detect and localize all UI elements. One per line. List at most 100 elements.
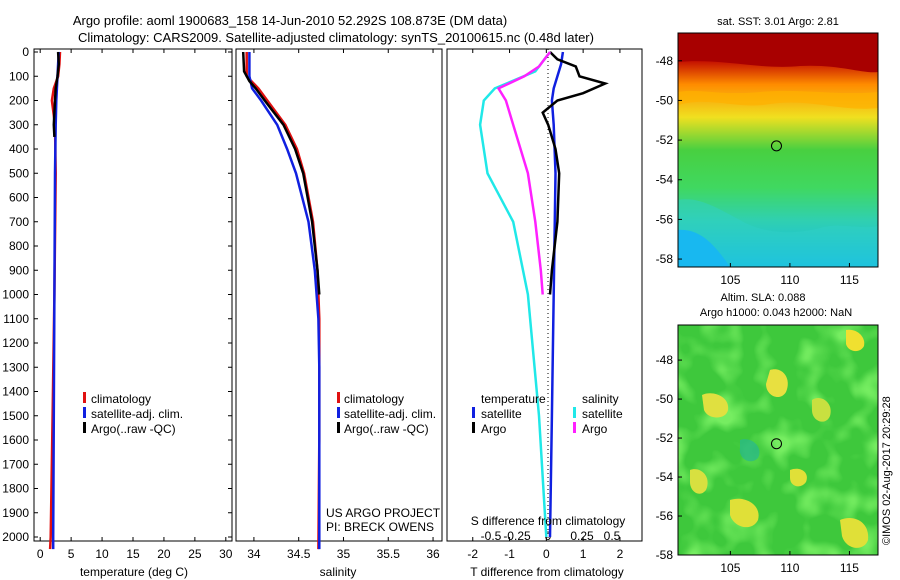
depth-tick-label: 1600 bbox=[2, 433, 29, 447]
lat-tick-label: -54 bbox=[656, 173, 674, 187]
legend-label-climatology: climatology bbox=[344, 392, 404, 406]
x-tick-label: 2 bbox=[617, 547, 624, 561]
depth-tick-label: 0 bbox=[22, 45, 29, 59]
lon-tick-label: 115 bbox=[840, 561, 859, 575]
salinity-axes-frame bbox=[235, 48, 443, 542]
lat-tick-label: -58 bbox=[656, 548, 674, 562]
legend-label-satellite: satellite-adj. clim. bbox=[344, 407, 436, 421]
lat-tick-label: -56 bbox=[656, 212, 674, 226]
sla-high-blob bbox=[840, 518, 869, 548]
legend-swatch-argo bbox=[337, 422, 340, 433]
legend-swatch-s-satellite bbox=[573, 407, 576, 418]
series-line-argo-raw-qc- bbox=[52, 51, 61, 137]
sst-map-frame bbox=[677, 32, 879, 268]
lat-tick-label: -48 bbox=[656, 353, 674, 367]
lat-tick-label: -52 bbox=[656, 133, 674, 147]
difference-legend: temperature salinity satellite Argo sate… bbox=[472, 392, 623, 436]
sla-texture bbox=[678, 325, 878, 555]
depth-tick-label: 1300 bbox=[2, 360, 29, 374]
legend-swatch-satellite bbox=[83, 407, 86, 418]
legend-header-temperature: temperature bbox=[481, 392, 546, 406]
sla-high-blob bbox=[790, 468, 807, 487]
depth-tick-label: 500 bbox=[9, 166, 29, 180]
depth-tick-label: 100 bbox=[9, 69, 29, 83]
legend-label-t-satellite: satellite bbox=[481, 407, 522, 421]
s-difference-tick-label: 0.5 bbox=[604, 529, 621, 543]
series-line-satellite bbox=[548, 51, 565, 538]
figure-title-line1: Argo profile: aoml 1900683_158 14-Jun-20… bbox=[73, 13, 507, 28]
s-difference-tick-label: -0.25 bbox=[503, 529, 531, 543]
x-tick-label: 0 bbox=[37, 547, 44, 561]
depth-tick-label: 800 bbox=[9, 239, 29, 253]
depth-tick-label: 300 bbox=[9, 118, 29, 132]
sst-map-panel: sat. SST: 3.01 Argo: 2.81 105 110 115 -48 -5… bbox=[656, 16, 879, 287]
sst-warm-region bbox=[678, 33, 878, 73]
argo-position-marker bbox=[770, 140, 782, 152]
sst-map-ticks: 105 110 115 -48 -50 -52 -54 -56 -58 bbox=[656, 54, 860, 287]
s-difference-tick-label: 0.25 bbox=[570, 529, 594, 543]
x-tick-label: 5 bbox=[68, 547, 75, 561]
depth-tick-label: 1100 bbox=[3, 312, 29, 326]
temperature-legend: climatology satellite-adj. clim. Argo(..… bbox=[83, 392, 183, 436]
legend-label-s-argo: Argo bbox=[582, 422, 608, 436]
salinity-x-ticks: 34 34.5 35 35.5 36 bbox=[247, 49, 440, 561]
project-annotation-line2: PI: BRECK OWENS bbox=[326, 520, 434, 534]
depth-tick-label: 1900 bbox=[2, 506, 29, 520]
s-difference-tick-label: 0 bbox=[545, 529, 552, 543]
legend-swatch-argo bbox=[83, 422, 86, 433]
depth-tick-label: 1200 bbox=[2, 336, 29, 350]
project-annotation-line1: US ARGO PROJECT bbox=[326, 506, 441, 520]
depth-tick-label: 200 bbox=[9, 94, 29, 108]
sst-cool-region bbox=[678, 199, 878, 267]
sla-map-frame bbox=[677, 324, 879, 556]
temperature-x-ticks: 0 5 10 15 20 25 30 bbox=[37, 49, 233, 561]
sla-map-title2: Argo h1000: 0.043 h2000: NaN bbox=[700, 307, 852, 319]
t-difference-xlabel: T difference from climatology bbox=[470, 565, 624, 579]
depth-tick-label: 400 bbox=[9, 142, 29, 156]
salinity-panel: 34 34.5 35 35.5 36 climatology satellite-adj… bbox=[235, 48, 443, 579]
lat-tick-label: -54 bbox=[656, 470, 674, 484]
series-line-argo bbox=[496, 51, 551, 295]
sla-map-panel: Altim. SLA: 0.088 Argo h1000: 0.043 h200… bbox=[656, 292, 879, 575]
lon-tick-label: 105 bbox=[720, 273, 740, 287]
sla-map-ticks: 105 110 115 -48 -50 -52 -54 -56 -58 bbox=[656, 353, 860, 575]
legend-swatch-climatology bbox=[337, 392, 340, 403]
depth-tick-label: 900 bbox=[9, 263, 29, 277]
figure-title-line2: Climatology: CARS2009. Satellite-adjuste… bbox=[78, 30, 594, 45]
x-tick-label: 0 bbox=[543, 547, 550, 561]
s-difference-x-ticks: -0.5 -0.25 0 0.25 0.5 bbox=[481, 529, 621, 543]
series-line-argo bbox=[541, 51, 609, 295]
lon-tick-label: 110 bbox=[780, 273, 799, 287]
depth-tick-label: 1800 bbox=[2, 482, 29, 496]
depth-tick-label: 1000 bbox=[2, 288, 29, 302]
difference-x-ticks: -2 -1 0 1 2 bbox=[467, 49, 624, 561]
sla-low-blob bbox=[739, 439, 760, 462]
sla-high-blob bbox=[812, 397, 831, 422]
sla-high-blob bbox=[846, 329, 865, 352]
sla-map-title1: Altim. SLA: 0.088 bbox=[721, 292, 806, 304]
s-difference-tick-label: -0.5 bbox=[481, 529, 502, 543]
lat-tick-label: -52 bbox=[656, 431, 674, 445]
sst-cold-corner bbox=[678, 229, 730, 267]
depth-tick-label: 1400 bbox=[2, 385, 29, 399]
x-tick-label: 15 bbox=[126, 547, 140, 561]
s-difference-xlabel: S difference from climatology bbox=[471, 514, 626, 528]
legend-label-argo: Argo(..raw -QC) bbox=[91, 422, 176, 436]
lat-tick-label: -48 bbox=[656, 54, 674, 68]
temperature-series bbox=[48, 51, 62, 550]
lat-tick-label: -56 bbox=[656, 509, 674, 523]
sla-high-blob bbox=[690, 469, 708, 494]
x-tick-label: 34.5 bbox=[287, 547, 311, 561]
x-tick-label: 30 bbox=[219, 547, 233, 561]
x-tick-label: 1 bbox=[580, 547, 587, 561]
sst-field bbox=[678, 33, 878, 267]
legend-label-t-argo: Argo bbox=[481, 422, 507, 436]
depth-tick-label: 700 bbox=[9, 215, 29, 229]
lon-tick-label: 110 bbox=[780, 561, 799, 575]
sst-map-title: sat. SST: 3.01 Argo: 2.81 bbox=[717, 16, 839, 28]
lon-tick-label: 115 bbox=[840, 273, 859, 287]
legend-label-satellite: satellite-adj. clim. bbox=[91, 407, 183, 421]
sla-high-blob bbox=[730, 498, 759, 528]
depth-tick-label: 1700 bbox=[2, 457, 29, 471]
legend-label-climatology: climatology bbox=[91, 392, 151, 406]
